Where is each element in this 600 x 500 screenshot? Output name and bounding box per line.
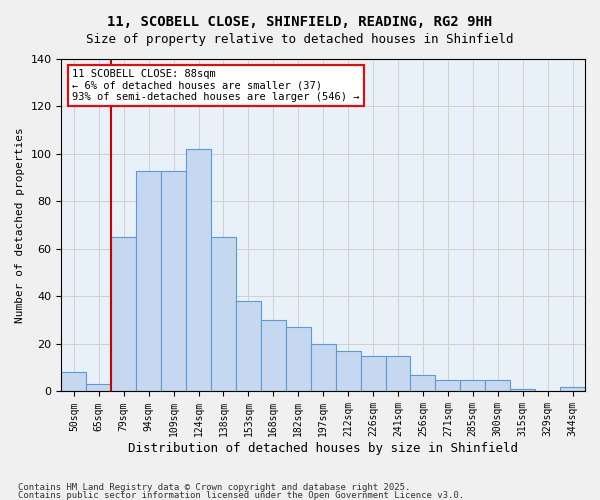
Bar	[361, 356, 386, 392]
Text: 11, SCOBELL CLOSE, SHINFIELD, READING, RG2 9HH: 11, SCOBELL CLOSE, SHINFIELD, READING, R…	[107, 15, 493, 29]
Bar	[186, 149, 211, 392]
Text: 11 SCOBELL CLOSE: 88sqm
← 6% of detached houses are smaller (37)
93% of semi-det: 11 SCOBELL CLOSE: 88sqm ← 6% of detached…	[72, 69, 359, 102]
Bar	[61, 372, 86, 392]
Text: Contains public sector information licensed under the Open Government Licence v3: Contains public sector information licen…	[18, 490, 464, 500]
Bar	[286, 328, 311, 392]
Bar	[510, 389, 535, 392]
Bar	[560, 386, 585, 392]
Text: Contains HM Land Registry data © Crown copyright and database right 2025.: Contains HM Land Registry data © Crown c…	[18, 483, 410, 492]
Bar	[161, 170, 186, 392]
Bar	[211, 237, 236, 392]
Bar	[236, 301, 261, 392]
Bar	[410, 375, 436, 392]
X-axis label: Distribution of detached houses by size in Shinfield: Distribution of detached houses by size …	[128, 442, 518, 455]
Bar	[261, 320, 286, 392]
Y-axis label: Number of detached properties: Number of detached properties	[15, 128, 25, 323]
Bar	[485, 380, 510, 392]
Bar	[436, 380, 460, 392]
Bar	[311, 344, 335, 392]
Text: Size of property relative to detached houses in Shinfield: Size of property relative to detached ho…	[86, 32, 514, 46]
Bar	[111, 237, 136, 392]
Bar	[335, 351, 361, 392]
Bar	[136, 170, 161, 392]
Bar	[86, 384, 111, 392]
Bar	[460, 380, 485, 392]
Bar	[386, 356, 410, 392]
